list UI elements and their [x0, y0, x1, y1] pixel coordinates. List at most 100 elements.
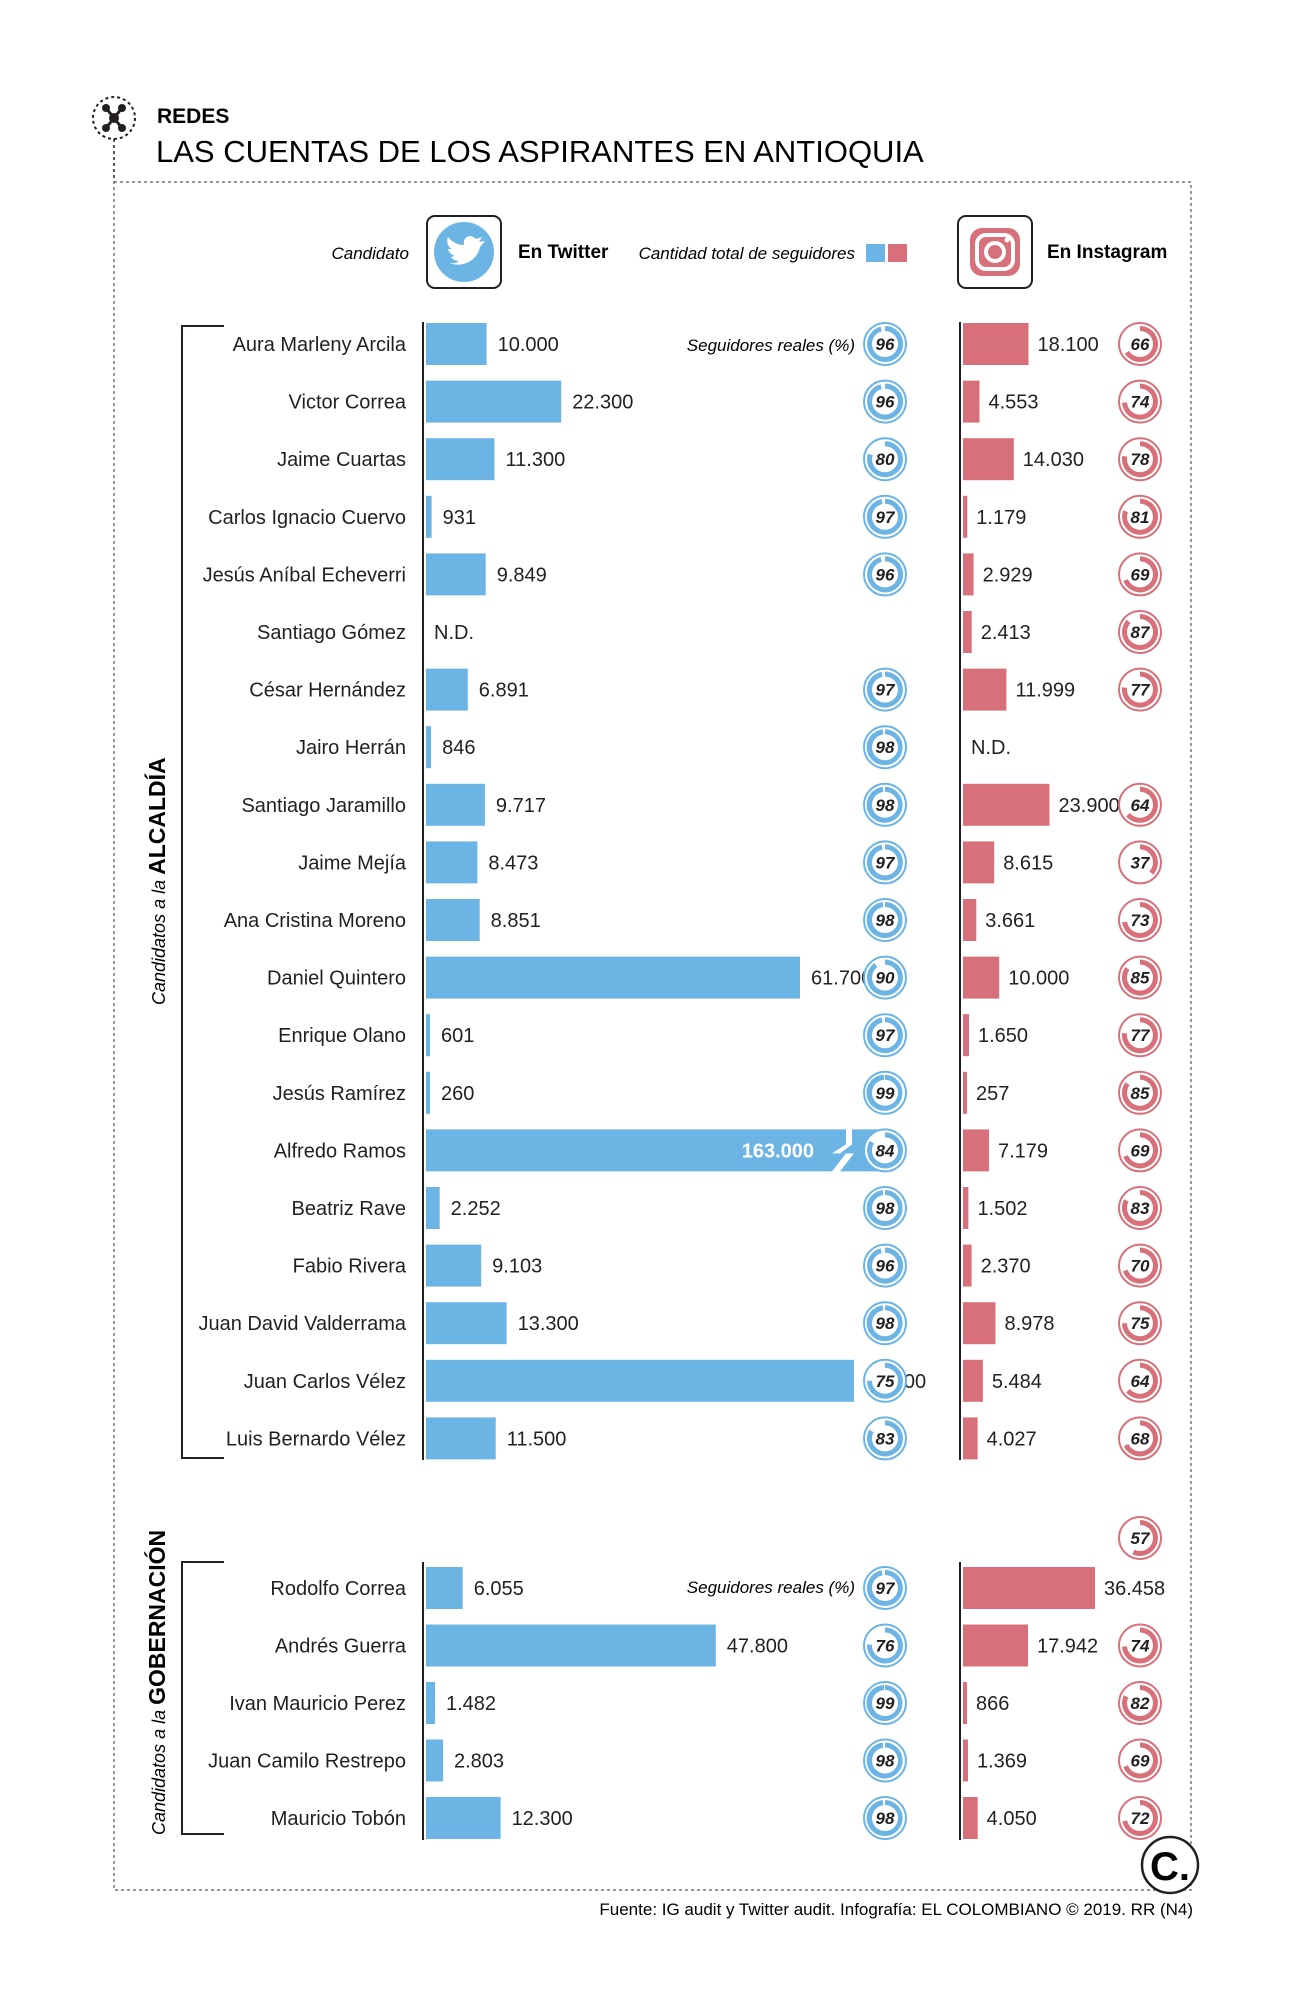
- twitter-real-pct-hole: [872, 561, 898, 588]
- twitter-real-pct-value: 99: [876, 1694, 895, 1713]
- instagram-bar: [963, 495, 968, 538]
- instagram-real-pct-hole: [1127, 791, 1153, 818]
- twitter-value: 11.500: [507, 1428, 567, 1450]
- instagram-value: 17.942: [1037, 1636, 1098, 1658]
- instagram-bar: [963, 841, 995, 884]
- twitter-icon: [426, 215, 502, 289]
- legend-instagram: En Instagram: [1047, 242, 1167, 263]
- twitter-bar: [426, 726, 432, 769]
- candidate-name: Jesús Aníbal Echeverri: [203, 564, 406, 586]
- candidate-name: Juan Camilo Restrepo: [208, 1751, 406, 1773]
- candidate-name: Juan Carlos Vélez: [244, 1371, 406, 1393]
- instagram-bar: [963, 1624, 1028, 1667]
- instagram-value: 8.978: [1005, 1313, 1055, 1335]
- legend-real-alcaldia: Seguidores reales (%): [687, 336, 855, 355]
- instagram-bar: [963, 1187, 969, 1229]
- twitter-real-pct-hole: [872, 503, 898, 530]
- twitter-value: 8.851: [491, 910, 541, 932]
- instagram-bar: [963, 1014, 969, 1057]
- instagram-bar: [963, 1359, 983, 1402]
- twitter-real-pct-hole: [872, 1747, 898, 1774]
- instagram-real-pct-value: 78: [1131, 450, 1150, 469]
- candidate-name: Alfredo Ramos: [274, 1140, 406, 1162]
- candidate-name: Fabio Rivera: [293, 1256, 407, 1278]
- twitter-real-pct-value: 96: [876, 1257, 895, 1276]
- instagram-real-pct-value: 87: [1131, 623, 1151, 642]
- instagram-real-pct-hole: [1127, 619, 1153, 645]
- instagram-bar: [963, 1417, 978, 1460]
- bracket-gobernacion: [181, 1561, 224, 1835]
- instagram-bar: [963, 438, 1014, 481]
- instagram-value: 11.999: [1015, 680, 1075, 702]
- instagram-value: 1.369: [977, 1751, 1027, 1773]
- svg-text:C.: C.: [1150, 1845, 1190, 1889]
- legend-real-gobernacion: Seguidores reales (%): [687, 1578, 855, 1597]
- bracket-alcaldia: [181, 325, 224, 1459]
- svg-text:Candidatos a laALCALDÍA: Candidatos a laALCALDÍA: [143, 757, 170, 1005]
- twitter-real-pct-hole: [872, 331, 898, 357]
- twitter-value: 47.800: [727, 1636, 788, 1658]
- instagram-real-pct-hole: [1127, 1367, 1153, 1394]
- instagram-real-pct-hole: [1127, 849, 1153, 876]
- instagram-bar: [963, 668, 1007, 711]
- twitter-real-pct-value: 98: [876, 1809, 895, 1828]
- twitter-value: 13.300: [518, 1313, 579, 1335]
- instagram-real-pct-hole: [1127, 1022, 1153, 1049]
- instagram-real-pct-value: 64: [1131, 796, 1150, 815]
- twitter-value: 10.000: [498, 334, 559, 356]
- twitter-bar: [426, 841, 478, 884]
- twitter-real-pct-hole: [872, 964, 898, 991]
- instagram-real-pct-hole: [1127, 1747, 1153, 1774]
- twitter-real-pct-value: 98: [876, 738, 895, 757]
- instagram-real-pct-value: 74: [1131, 1637, 1150, 1656]
- instagram-real-pct-value: 73: [1131, 911, 1150, 930]
- instagram-real-pct-value: 69: [1131, 1752, 1150, 1771]
- instagram-bar: [963, 1567, 1095, 1609]
- instagram-value: 4.050: [987, 1808, 1037, 1830]
- instagram-real-pct-hole: [1127, 964, 1153, 991]
- instagram-real-pct-hole: [1127, 1310, 1153, 1337]
- instagram-bar: [963, 553, 974, 596]
- twitter-real-pct-hole: [872, 734, 898, 761]
- chart-rows: Aura Marleny Arcila 10.000 96 18.100 66 Victo…: [198, 322, 1165, 1840]
- twitter-value: 163.000: [742, 1140, 814, 1162]
- twitter-real-pct-value: 97: [876, 508, 896, 527]
- candidate-name: Jaime Cuartas: [277, 449, 406, 471]
- twitter-bar: [426, 1682, 435, 1724]
- twitter-real-pct-hole: [872, 1805, 898, 1831]
- instagram-real-pct-value: 81: [1131, 508, 1150, 527]
- svg-text:Candidatos a laGOBERNACIÓN: Candidatos a laGOBERNACIÓN: [143, 1530, 170, 1835]
- instagram-real-pct-value: 77: [1131, 681, 1151, 700]
- twitter-bar: [426, 553, 486, 596]
- candidate-name: Enrique Olano: [278, 1025, 406, 1047]
- instagram-real-pct-hole: [1127, 1195, 1153, 1221]
- twitter-value: 9.717: [496, 795, 546, 817]
- twitter-real-pct-value: 97: [876, 1026, 896, 1045]
- instagram-real-pct-hole: [1127, 1079, 1153, 1106]
- twitter-bar: [426, 899, 480, 941]
- instagram-real-pct-hole: [1127, 1805, 1153, 1831]
- instagram-bar: [963, 323, 1029, 365]
- twitter-real-pct-hole: [872, 1137, 898, 1164]
- instagram-real-pct-hole: [1127, 676, 1153, 703]
- instagram-value: 3.661: [985, 910, 1035, 932]
- candidate-name: Carlos Ignacio Cuervo: [208, 507, 406, 529]
- twitter-real-pct-hole: [872, 446, 898, 473]
- dashed-frame: [113, 181, 1192, 1891]
- twitter-real-pct-value: 76: [876, 1637, 895, 1656]
- twitter-value: 9.849: [497, 564, 547, 586]
- twitter-bar: [426, 1244, 482, 1287]
- instagram-real-pct-value: 77: [1131, 1026, 1151, 1045]
- instagram-bar: [963, 1739, 968, 1782]
- instagram-real-pct-value: 72: [1131, 1809, 1150, 1828]
- twitter-bar: [426, 956, 800, 999]
- twitter-real-pct-value: 98: [876, 796, 895, 815]
- instagram-icon: [957, 215, 1033, 289]
- twitter-bar: [426, 380, 562, 423]
- instagram-real-pct-hole: [1127, 907, 1153, 933]
- twitter-real-pct-value: 97: [876, 853, 896, 872]
- twitter-bar: [426, 1417, 496, 1460]
- instagram-real-pct-value: 66: [1131, 335, 1150, 354]
- twitter-real-pct-hole: [872, 1632, 898, 1659]
- candidate-name: Luis Bernardo Vélez: [226, 1428, 406, 1450]
